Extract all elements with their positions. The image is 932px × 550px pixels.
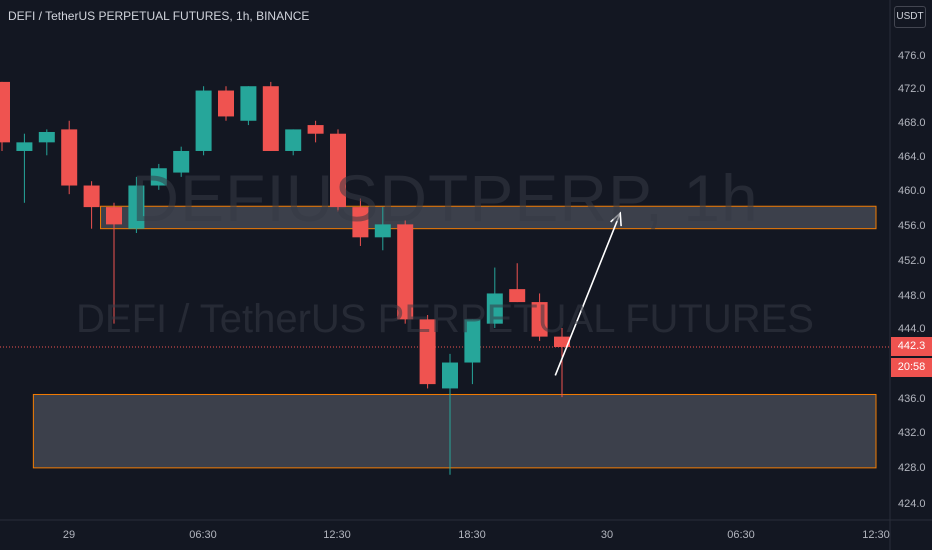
time-label: 12:30 [862, 529, 890, 541]
candle-body [352, 207, 369, 238]
price-label: 460.0 [898, 185, 926, 197]
forecast-arrow-head [610, 211, 622, 227]
price-label: 432.0 [898, 427, 926, 439]
countdown-tag: 20:58 [891, 358, 932, 377]
candle-body [330, 133, 346, 208]
price-label: 436.0 [898, 393, 926, 405]
time-label: 06:30 [727, 529, 755, 541]
candle-body [486, 293, 503, 324]
candle-body [173, 150, 190, 173]
currency-button[interactable]: USDT [894, 6, 926, 28]
candle-body [554, 336, 570, 347]
candle-body [397, 224, 414, 320]
price-label: 456.0 [898, 220, 926, 232]
candle-body [307, 125, 324, 134]
candle-body [106, 207, 122, 225]
time-label: 30 [600, 529, 614, 541]
price-label: 476.0 [898, 50, 926, 62]
candle-body [38, 131, 55, 143]
candle-body [262, 86, 279, 151]
candle-body [0, 81, 10, 143]
time-label: 29 [62, 529, 76, 541]
candle-body [16, 142, 33, 151]
price-label: 464.0 [898, 151, 926, 163]
price-label: 468.0 [898, 117, 926, 129]
price-label: 448.0 [898, 290, 926, 302]
candle-body [128, 185, 145, 229]
chart-title: DEFI / TetherUS PERPETUAL FUTURES, 1h, B… [8, 9, 310, 23]
price-label: 428.0 [898, 462, 926, 474]
price-label: 472.0 [898, 83, 926, 95]
candle-body [531, 302, 548, 337]
description-watermark: DEFI / TetherUS PERPETUAL FUTURES [76, 297, 814, 341]
candle-body [419, 319, 436, 385]
candle-body [83, 185, 100, 208]
candle-body [374, 224, 391, 238]
price-label: 424.0 [898, 498, 926, 510]
price-label: 444.0 [898, 323, 926, 335]
candle-body [195, 90, 212, 151]
candle-body [240, 86, 257, 121]
symbol-watermark: DEFIUSDTPERP, 1h [131, 161, 759, 235]
time-label: 06:30 [189, 529, 217, 541]
supply-demand-zone [100, 205, 877, 230]
price-label: 452.0 [898, 255, 926, 267]
candle-body [150, 168, 167, 186]
forecast-arrow-line [554, 212, 621, 376]
current-price-tag: 442.3 [891, 337, 932, 356]
candle-body [285, 129, 302, 151]
supply-demand-zone [32, 393, 877, 469]
time-label: 12:30 [323, 529, 351, 541]
time-label: 18:30 [458, 529, 486, 541]
candle-body [442, 362, 458, 389]
candle-body [509, 289, 526, 303]
candle-body [464, 319, 481, 363]
candle-body [61, 129, 78, 186]
candle-body [218, 90, 234, 117]
